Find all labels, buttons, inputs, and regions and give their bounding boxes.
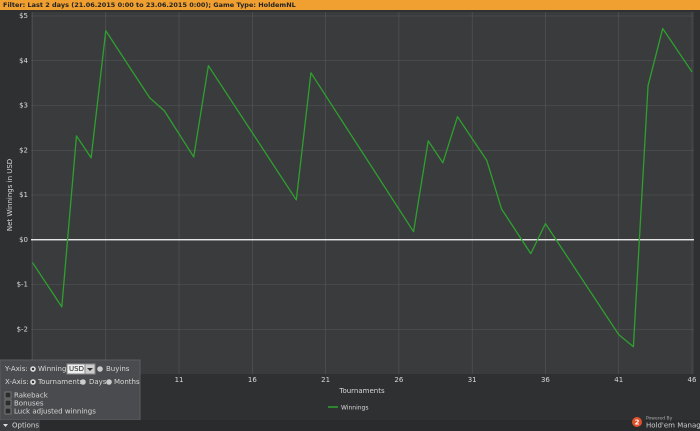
checkbox-label[interactable]: Luck adjusted winnings: [14, 408, 96, 416]
radio-buyins[interactable]: [97, 366, 103, 372]
dropdown-arrow: [87, 368, 93, 371]
bottom-bar: [0, 420, 700, 431]
radio-days[interactable]: [80, 379, 86, 385]
radio-dot: [31, 380, 35, 384]
logo-badge: [632, 417, 642, 427]
x-tick-label: 16: [248, 376, 257, 384]
y-tick-label: $-2: [17, 325, 28, 333]
y-axis-option-label: Y-Axis:: [4, 365, 28, 373]
plot: $5$4$3$2$1$0$-1$-2161116212631364146: [17, 12, 697, 384]
y-tick-label: $0: [19, 236, 28, 244]
product-name: Hold'em Manager: [646, 422, 700, 430]
plot-area: [31, 12, 694, 374]
option-days[interactable]: Days: [89, 378, 107, 386]
x-axis-label: Tournaments: [338, 387, 385, 395]
y-tick-label: $5: [19, 12, 28, 20]
option-winnings[interactable]: Winnings: [38, 365, 70, 373]
checkbox-rakeback[interactable]: [4, 391, 12, 399]
powered-by: Powered By: [646, 416, 673, 422]
currency-value: USD: [69, 365, 84, 373]
y-tick-label: $3: [19, 102, 28, 110]
x-tick-label: 36: [541, 376, 550, 384]
checkbox-label[interactable]: Rakeback: [14, 392, 49, 400]
y-tick-label: $4: [19, 57, 28, 65]
x-tick-label: 41: [614, 376, 623, 384]
logo-badge-text: 2: [635, 419, 640, 427]
radio-dot: [31, 367, 35, 371]
option-months[interactable]: Months: [114, 378, 140, 386]
checkbox-luck[interactable]: [4, 407, 12, 415]
radio-months[interactable]: [106, 379, 112, 385]
filter-text: Filter: Last 2 days (21.06.2015 0:00 to …: [3, 1, 296, 9]
x-tick-label: 46: [688, 376, 697, 384]
option-tournaments[interactable]: Tournaments: [37, 378, 84, 386]
y-axis-label: Net Winnings in USD: [6, 159, 14, 231]
x-axis-option-label: X-Axis:: [5, 378, 29, 386]
legend-label: Winnings: [341, 405, 368, 412]
checkbox-label[interactable]: Bonuses: [14, 400, 44, 408]
data-line: [31, 27, 693, 348]
checkbox-bonuses[interactable]: [4, 399, 12, 407]
options-toggle[interactable]: [0, 420, 40, 431]
x-tick-label: 11: [175, 376, 184, 384]
y-tick-label: $1: [19, 191, 28, 199]
toggle-arrow: [3, 424, 8, 427]
filter-bar: [0, 0, 700, 10]
x-tick-label: 26: [394, 376, 403, 384]
y-tick-label: $2: [19, 146, 28, 154]
options-toggle-label[interactable]: Options: [12, 422, 39, 430]
option-buyins[interactable]: Buyins: [106, 365, 130, 373]
x-tick-label: 21: [321, 376, 330, 384]
options-panel: Y-Axis: Winnings USD Buyins X-Axis: Tour…: [0, 359, 141, 421]
x-tick-label: 31: [468, 376, 477, 384]
y-tick-label: $-1: [17, 281, 28, 289]
